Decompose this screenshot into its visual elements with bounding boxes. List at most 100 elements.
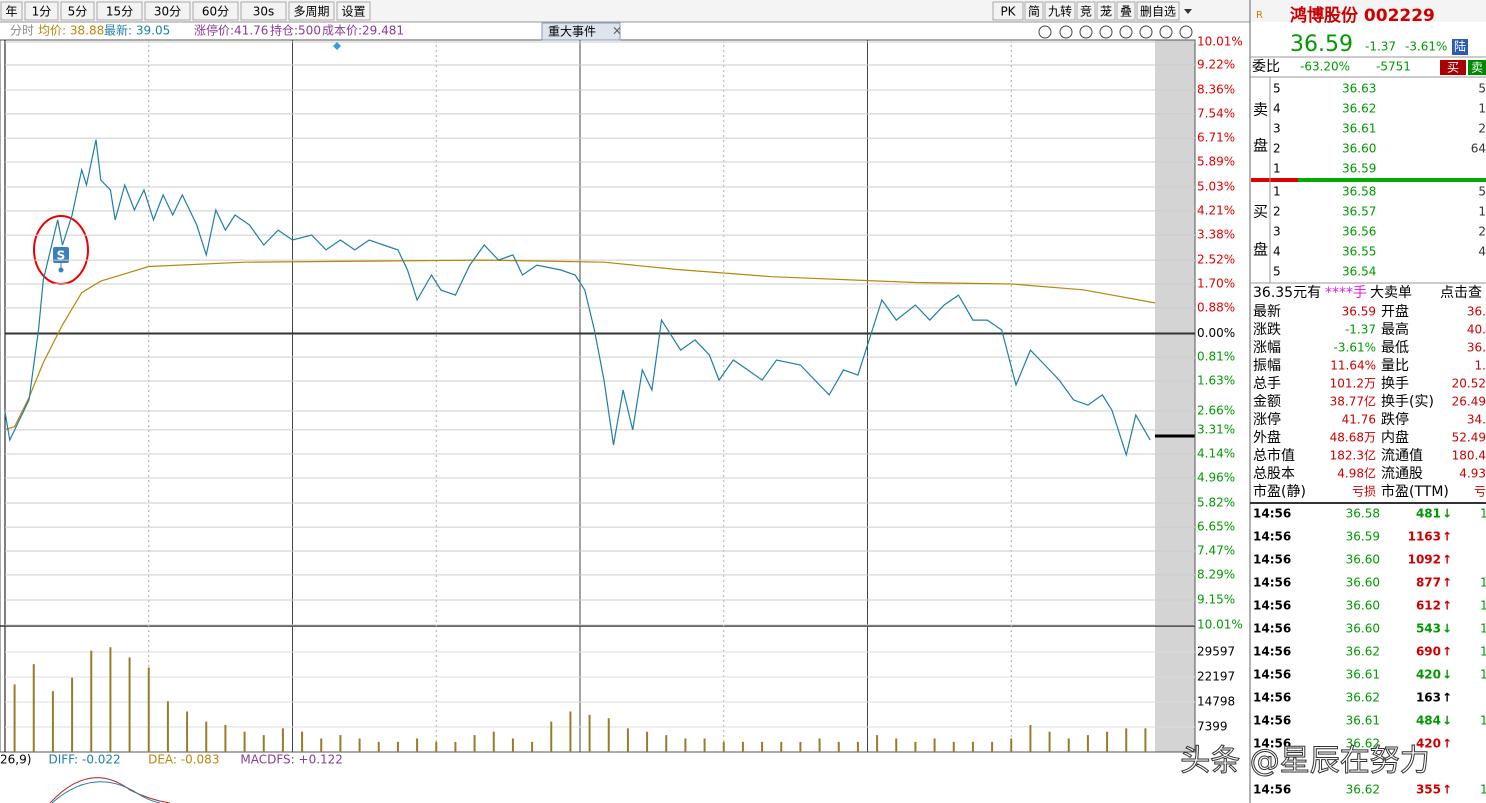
volume-bar — [914, 741, 917, 752]
tool-button[interactable] — [1136, 1, 1180, 21]
trade-time: 14:56 — [1253, 668, 1291, 682]
book-side: 盘 — [1253, 241, 1268, 259]
volume-bar — [147, 667, 150, 752]
trade-time: 14:56 — [1253, 507, 1291, 521]
y-tick-label: 6.71% — [1197, 131, 1235, 145]
book-price: 36.63 — [1342, 82, 1376, 96]
stat-label: 流通值 — [1381, 448, 1423, 464]
volume-bar — [224, 724, 227, 752]
big-order: 大卖单 — [1370, 285, 1412, 301]
trade-price: 36.59 — [1346, 530, 1380, 544]
volume-bar — [818, 738, 821, 752]
volume-bar — [722, 741, 725, 752]
tool-zoom-out[interactable] — [1179, 25, 1193, 39]
tool-reset[interactable] — [1139, 25, 1153, 39]
stat-label: 量比 — [1381, 358, 1409, 374]
volume-bar — [1029, 724, 1032, 752]
book-level: 4 — [1273, 245, 1281, 259]
book-price: 36.57 — [1342, 205, 1376, 219]
signal-dot — [58, 267, 64, 273]
trade-price: 36.61 — [1346, 714, 1380, 728]
trade-count: 1 — [1480, 599, 1486, 613]
tool-view[interactable] — [1038, 25, 1052, 39]
volume-bar — [933, 738, 936, 752]
tool-button[interactable] — [992, 1, 1024, 21]
period-button[interactable] — [336, 1, 371, 21]
period-button[interactable] — [192, 1, 239, 21]
event-button[interactable] — [541, 22, 621, 41]
trade-price: 36.62 — [1346, 691, 1380, 705]
tool-button[interactable] — [1116, 1, 1136, 21]
macd-diff — [51, 781, 161, 803]
sell-button[interactable] — [1468, 60, 1486, 75]
signal-badge[interactable] — [53, 247, 69, 263]
trade-time: 14:56 — [1253, 622, 1291, 636]
trade-volume: 163 — [1416, 691, 1441, 705]
buy-button[interactable] — [1440, 60, 1466, 75]
book-level: 2 — [1273, 205, 1281, 219]
book-volume: 64 — [1471, 142, 1486, 156]
period-button[interactable] — [60, 1, 95, 21]
stat-label: 振幅 — [1253, 358, 1281, 374]
tool-play[interactable] — [1079, 25, 1093, 39]
trade-price: 36.62 — [1346, 737, 1380, 751]
dropdown[interactable] — [1184, 9, 1192, 14]
period-button[interactable] — [144, 1, 191, 21]
volume-bar — [646, 731, 649, 752]
trade-volume: 690 — [1416, 645, 1441, 659]
event-marker[interactable] — [333, 42, 341, 50]
y-tick-label: 10.01% — [1197, 618, 1243, 632]
change: -1.37 — [1365, 40, 1396, 54]
trade-volume: 355 — [1416, 783, 1441, 797]
period-button[interactable] — [96, 1, 143, 21]
period-label: 30s — [253, 5, 275, 19]
event-button-label: 重大事件 — [548, 25, 596, 39]
y-tick-label: 5.03% — [1197, 180, 1235, 194]
book-price: 36.59 — [1342, 162, 1376, 176]
stat-value: -1.37 — [1345, 323, 1376, 337]
trade-count: 1 — [1480, 668, 1486, 682]
period-button[interactable] — [24, 1, 59, 21]
volume-bar — [780, 741, 783, 752]
book-level: 5 — [1273, 82, 1281, 96]
volume-bar — [166, 701, 169, 752]
trade-time: 14:56 — [1253, 737, 1291, 751]
trade-price: 36.62 — [1346, 645, 1380, 659]
volume-bar — [1106, 731, 1109, 752]
volume-bar — [243, 731, 246, 752]
y-tick-label: 2.66% — [1197, 403, 1235, 417]
tool-cut[interactable] — [1119, 25, 1133, 39]
y-tick-label: 1.63% — [1197, 373, 1235, 387]
tool-button[interactable] — [1096, 1, 1116, 21]
stock-name: 鸿博股份 002229 — [1290, 5, 1435, 26]
tool-button[interactable] — [1044, 1, 1076, 21]
period-button[interactable] — [0, 1, 23, 21]
trade-arrow: ↑ — [1442, 783, 1452, 797]
period-button[interactable] — [288, 1, 335, 21]
book-side: 盘 — [1253, 137, 1268, 155]
buy-label: 买 — [1447, 61, 1459, 75]
trade-volume: 877 — [1416, 576, 1441, 590]
volume-bar — [531, 741, 534, 752]
tool-undo[interactable] — [1099, 25, 1113, 39]
period-button[interactable] — [240, 1, 287, 21]
tool-button[interactable] — [1024, 1, 1044, 21]
stat-value: 11.64% — [1330, 359, 1376, 373]
stat-value: 40. — [1467, 323, 1486, 337]
tool-hand[interactable] — [1059, 25, 1073, 39]
stat-label: 涨停 — [1253, 411, 1281, 428]
tool-button[interactable] — [1076, 1, 1096, 21]
tool-zoom-in[interactable] — [1159, 25, 1173, 39]
y-tick-label: 7.47% — [1197, 544, 1235, 558]
volume-bar — [396, 741, 399, 752]
stat-value: 亏 — [1474, 485, 1486, 499]
volume-tick-label: 7399 — [1197, 720, 1228, 734]
volume-tick-label: 29597 — [1197, 644, 1235, 658]
volume-bar — [684, 738, 687, 752]
trade-arrow: ↑ — [1442, 553, 1452, 567]
event-close[interactable]: × — [612, 24, 622, 38]
book-volume: 5 — [1478, 82, 1486, 96]
stat-value: 41.76 — [1342, 413, 1376, 427]
trade-count: 1 — [1480, 645, 1486, 659]
